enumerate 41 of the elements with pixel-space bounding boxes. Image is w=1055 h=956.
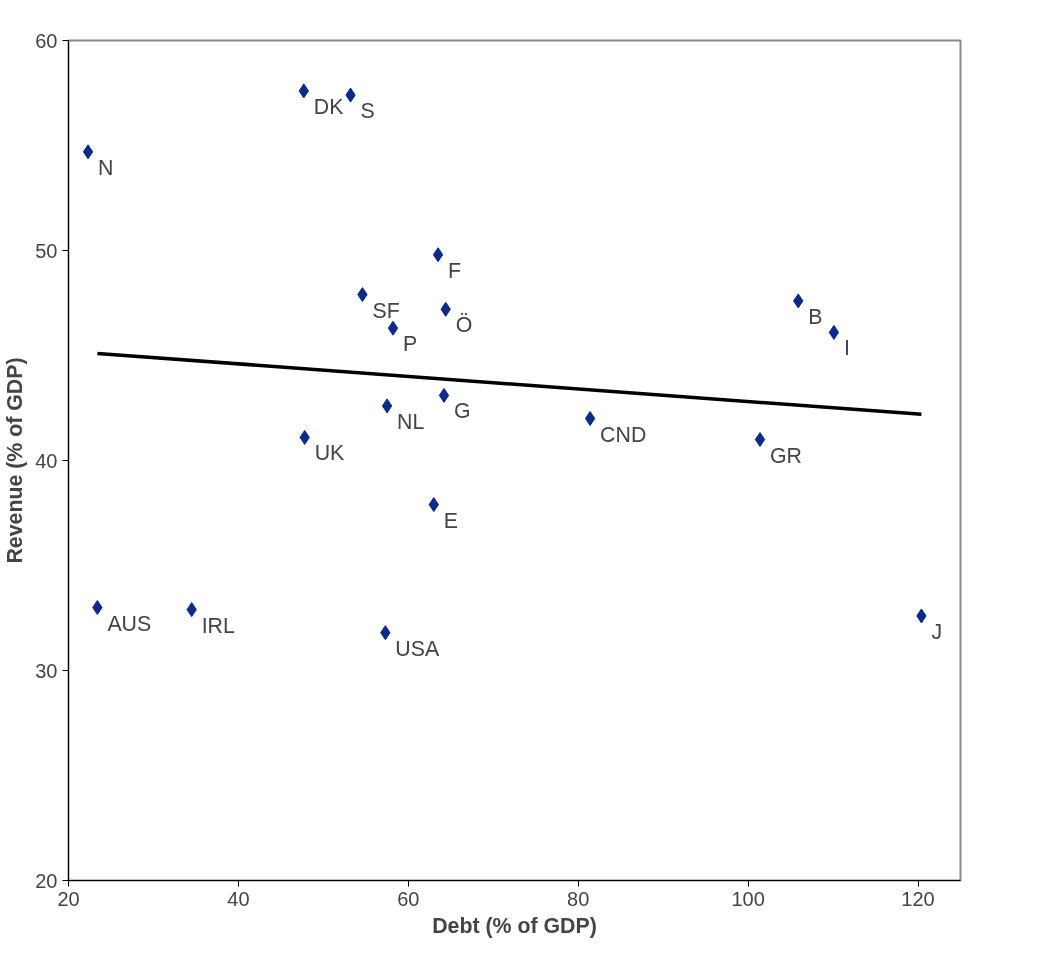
x-tick-label: 80 [567, 887, 590, 910]
annotation: S [360, 99, 375, 124]
y-tick-label: 60 [35, 29, 58, 52]
x-tick-label: 120 [901, 887, 935, 910]
y-axis-title: Revenue (% of GDP) [3, 357, 28, 564]
point [438, 387, 450, 403]
annotation: B [808, 304, 823, 329]
annotation: CND [600, 422, 647, 447]
point [92, 600, 103, 615]
y-tick-label: 30 [35, 659, 58, 682]
annotation: P [403, 332, 418, 357]
point [584, 411, 596, 426]
annotation: IRL [201, 613, 236, 638]
x-tick-label: 40 [227, 887, 250, 910]
x-tick-label: 100 [731, 887, 765, 910]
annotation: NL [397, 409, 425, 434]
point [387, 320, 399, 336]
annotation: GR [770, 443, 803, 468]
point [828, 324, 840, 340]
x-tick-label: 60 [397, 887, 420, 910]
annotation: SF [372, 298, 400, 323]
annotation: G [453, 399, 471, 424]
annotation: AUS [107, 611, 152, 636]
point [754, 432, 766, 447]
point [82, 144, 94, 160]
y-tick-label: 20 [35, 869, 58, 892]
annotation: N [98, 155, 114, 180]
annotation: Ö [455, 313, 473, 338]
annotation: F [448, 258, 462, 283]
annotation: I [843, 336, 850, 361]
point [381, 398, 393, 414]
annotation: USA [395, 636, 440, 661]
x-tick-label: 20 [57, 887, 80, 910]
y-tick-label: 40 [35, 449, 58, 472]
annotation: DK [313, 94, 344, 119]
annotation: E [443, 508, 459, 533]
annotation: J [931, 619, 943, 644]
x-axis-title: Debt (% of GDP) [432, 913, 597, 938]
y-tick-label: 50 [35, 239, 58, 262]
annotation: UK [314, 441, 345, 466]
point [432, 247, 444, 263]
